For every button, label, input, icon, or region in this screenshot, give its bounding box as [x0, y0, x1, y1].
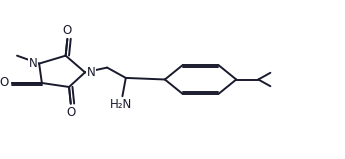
- Text: O: O: [66, 106, 75, 119]
- Text: O: O: [0, 76, 9, 90]
- Text: O: O: [63, 24, 72, 37]
- Text: N: N: [87, 66, 96, 79]
- Text: H₂N: H₂N: [110, 98, 132, 111]
- Text: N: N: [29, 57, 38, 70]
